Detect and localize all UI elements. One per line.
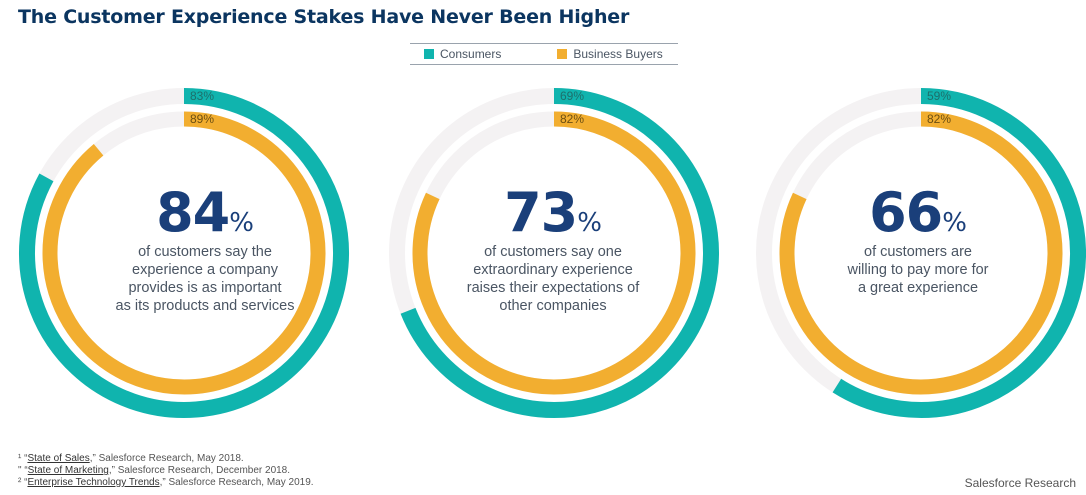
business-value-label: 82% (927, 112, 951, 126)
legend-item-business-buyers: Business Buyers (557, 47, 663, 61)
stat-description: of customers say one extraordinary exper… (466, 244, 640, 314)
legend: Consumers Business Buyers (410, 43, 678, 65)
footnote-source-link[interactable]: Enterprise Technology Trends (27, 477, 160, 488)
legend-consumers-label: Consumers (440, 47, 502, 61)
donut-3: 59% 82% (756, 88, 1086, 418)
footnote-marker: ¹ (18, 453, 22, 464)
business-value-label: 82% (560, 112, 584, 126)
consumers-value-label: 83% (190, 89, 214, 103)
consumers-value-label: 59% (927, 89, 951, 103)
page-title: The Customer Experience Stakes Have Neve… (18, 6, 630, 28)
stat-block-1: 84% of customers say the experience a co… (55, 186, 355, 315)
business-arc (412, 111, 696, 395)
business-arc (42, 111, 326, 395)
footnote-detail: Salesforce Research, May 2019. (165, 477, 314, 488)
footnote-detail: Salesforce Research, May 2018. (95, 453, 244, 464)
consumers-arc (400, 88, 719, 418)
footnote-source-link[interactable]: State of Sales (27, 453, 90, 464)
stat-block-3: 66% of customers are willing to pay more… (768, 186, 1068, 297)
business-value-label: 89% (190, 112, 214, 126)
footnote-marker: " (18, 465, 22, 476)
stat-number: 66 (869, 181, 943, 244)
stat-unit: % (229, 208, 254, 238)
stat-value-3: 66% (768, 186, 1068, 240)
stat-number: 73 (504, 181, 578, 244)
consumers-value-label: 69% (560, 89, 584, 103)
donut-2: 69% 82% (389, 88, 719, 418)
footnote-detail: Salesforce Research, December 2018. (114, 465, 291, 476)
footnote-2: " “State of Marketing,” Salesforce Resea… (18, 465, 291, 476)
footnote-3: ² “Enterprise Technology Trends,” Salesf… (18, 477, 314, 488)
brand-footer: Salesforce Research (964, 476, 1076, 490)
stat-unit: % (577, 208, 602, 238)
consumers-arc (832, 88, 1086, 418)
stat-block-2: 73% of customers say one extraordinary e… (403, 186, 703, 315)
business-arc (779, 111, 1063, 395)
stat-unit: % (942, 208, 967, 238)
donut-1: 83% 89% (19, 88, 349, 418)
stat-value-1: 84% (55, 186, 355, 240)
footnote-marker: ² (18, 477, 22, 488)
stat-number: 84 (156, 181, 230, 244)
stat-description: of customers are willing to pay more for… (847, 244, 989, 296)
footnote-1: ¹ “State of Sales,” Salesforce Research,… (18, 453, 244, 464)
business-swatch (557, 49, 568, 59)
stat-value-2: 73% (403, 186, 703, 240)
consumers-swatch (424, 49, 434, 59)
footnote-source-link[interactable]: State of Marketing (27, 465, 109, 476)
legend-item-consumers: Consumers (424, 47, 501, 61)
consumers-arc (19, 88, 349, 418)
stat-description: of customers say the experience a compan… (115, 244, 295, 314)
legend-business-label: Business Buyers (573, 47, 663, 61)
footnotes: ¹ “State of Sales,” Salesforce Research,… (18, 453, 314, 489)
